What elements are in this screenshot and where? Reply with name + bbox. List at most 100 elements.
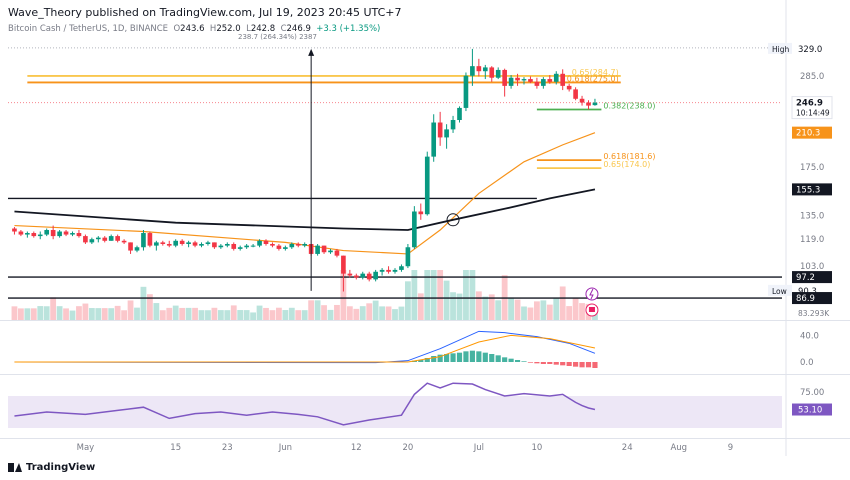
volume-bar: [527, 307, 534, 320]
volume-bar: [108, 308, 115, 320]
candle-body: [553, 73, 559, 82]
volume-bar: [185, 307, 192, 320]
volume-bar: [553, 297, 560, 320]
candle-body: [399, 266, 404, 270]
date-tick-label: 23: [222, 443, 233, 453]
volume-bar: [250, 312, 257, 320]
candle-body: [334, 250, 340, 256]
measure-arrow-head: [308, 48, 315, 56]
macd-histogram-bar: [444, 354, 450, 362]
candle-body: [186, 242, 191, 244]
change-value: +3.3 (+1.35%): [316, 24, 381, 34]
price-axis-badge: [792, 183, 832, 196]
rsi-band: [8, 396, 782, 428]
volume-bar: [275, 307, 282, 320]
macd-histogram-bar: [450, 353, 456, 362]
price-tick-label: 135.0: [800, 212, 824, 222]
volume-bar: [269, 310, 276, 320]
macd-tick-label: 40.0: [800, 331, 819, 341]
candle-body: [508, 77, 514, 86]
macd-histogram-bar: [495, 355, 501, 362]
volume-bar: [450, 292, 456, 320]
volume-bar: [327, 309, 334, 320]
volume-bar: [88, 308, 95, 320]
candle-body: [534, 81, 540, 86]
candle-body: [463, 75, 469, 108]
tradingview-logo[interactable]: TradingView: [8, 462, 95, 473]
close-value: 246.9: [286, 24, 311, 34]
fib-level-label: 0.382(238.0): [603, 101, 655, 110]
volume-bar: [392, 309, 398, 320]
volume-bar: [437, 270, 444, 320]
candle-body: [83, 236, 88, 243]
candle-body: [515, 77, 520, 81]
candle-body: [173, 240, 179, 246]
candle-body: [205, 242, 211, 244]
candle-body: [50, 230, 56, 237]
candle-body: [141, 233, 146, 248]
candle-body: [166, 243, 172, 246]
candle-body: [199, 243, 204, 246]
candle-body: [482, 67, 488, 72]
macd-histogram-bar: [553, 362, 559, 365]
macd-histogram-bar: [508, 358, 514, 362]
volume-bar: [121, 310, 128, 320]
candle-body: [70, 233, 75, 235]
macd-histogram-bar: [437, 354, 443, 362]
candle-body: [412, 211, 417, 248]
candle-body: [37, 234, 43, 237]
candle-body: [44, 230, 50, 235]
volume-bar: [101, 308, 108, 320]
candle-body: [283, 247, 288, 249]
candle-body: [192, 242, 198, 246]
macd-histogram-bar: [573, 362, 579, 367]
price-axis-label: 155.3: [796, 185, 820, 195]
moving-average-line: [14, 188, 596, 231]
price-axis-badge: [792, 126, 832, 139]
volume-bar: [50, 297, 57, 320]
candle-body: [295, 243, 301, 246]
candle-body: [366, 273, 372, 280]
candle-body: [431, 122, 437, 157]
candle-body: [244, 245, 249, 248]
macd-signal-line: [14, 334, 596, 363]
symbol-title[interactable]: Bitcoin Cash / TetherUS, 1D, BINANCE: [8, 24, 169, 34]
volume-bar: [482, 296, 489, 320]
candle-body: [95, 237, 101, 240]
date-tick-label: 9: [728, 443, 733, 453]
candle-body: [250, 245, 256, 247]
price-tick-label: 119.0: [800, 235, 824, 245]
volume-bar: [372, 300, 379, 320]
date-tick-label: 10: [531, 443, 542, 453]
volume-bar: [559, 286, 566, 320]
candle-body: [521, 79, 527, 81]
volume-bar: [546, 304, 553, 320]
macd-histogram-bar: [521, 361, 527, 362]
candle-body: [134, 247, 140, 251]
price-tick-label: 285.0: [800, 72, 824, 82]
macd-histogram-bar: [424, 358, 430, 362]
macd-histogram-bar: [560, 362, 566, 366]
volume-bar: [340, 270, 347, 320]
price-axis-badge: [792, 271, 832, 284]
candle-body: [218, 245, 224, 248]
macd-histogram-bar: [527, 362, 534, 363]
symbol-ohlc-line: Bitcoin Cash / TetherUS, 1D, BINANCE O24…: [8, 24, 380, 34]
rsi-value-label: 53.10: [798, 406, 822, 416]
volume-bar: [508, 297, 515, 320]
candle-body: [528, 79, 533, 82]
volume-bar: [256, 305, 263, 320]
volume-bar: [243, 310, 250, 320]
volume-bar: [463, 270, 469, 320]
candle-body: [321, 245, 327, 253]
price-axis-label: 97.2: [796, 273, 815, 283]
volume-bar: [30, 308, 37, 320]
low-value: 242.8: [250, 24, 276, 34]
candle-body: [392, 269, 398, 272]
date-tick-label: 12: [351, 443, 362, 453]
volume-bar: [63, 308, 69, 320]
candle-body: [476, 66, 482, 72]
candle-body: [360, 273, 366, 278]
crossover-circle: [446, 213, 460, 227]
